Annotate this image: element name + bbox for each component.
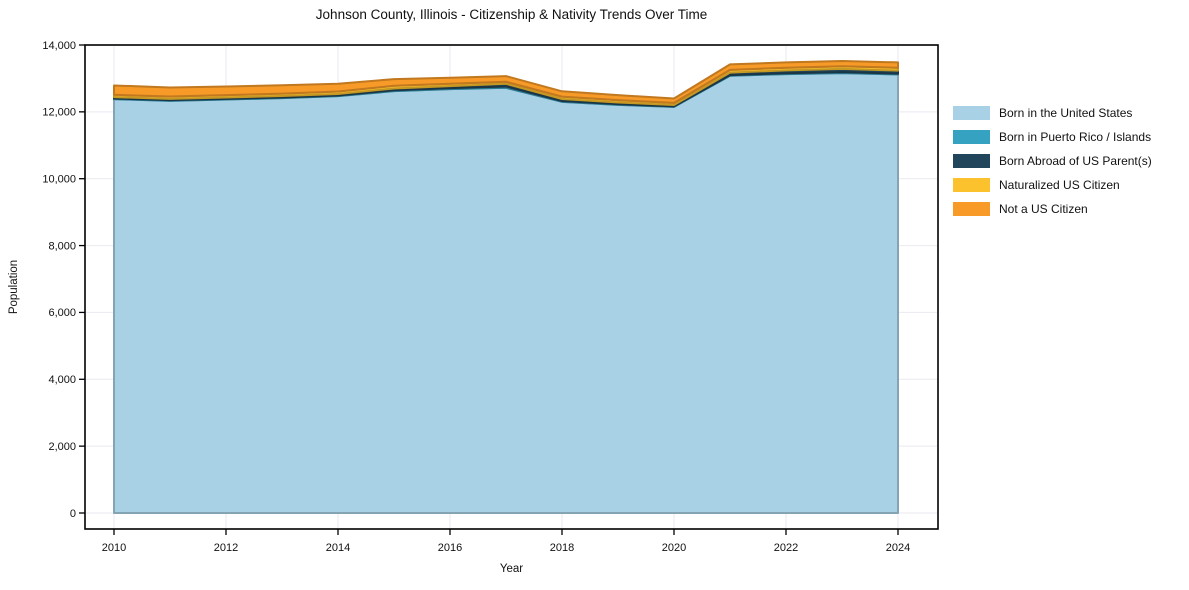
x-tick-label: 2014	[326, 542, 350, 554]
x-axis-label: Year	[499, 563, 524, 575]
y-tick-label: 8,000	[48, 240, 76, 252]
x-tick-label: 2020	[662, 542, 686, 554]
y-tick-label: 14,000	[42, 40, 76, 52]
legend-swatch	[953, 154, 990, 168]
x-tick-label: 2018	[550, 542, 574, 554]
plot-border	[84, 44, 939, 530]
y-tick-label: 4,000	[48, 374, 76, 386]
legend-swatch	[953, 202, 990, 216]
y-tick-label: 12,000	[42, 107, 76, 119]
legend-item-0: Born in the United States	[953, 106, 1152, 120]
legend-item-2: Born Abroad of US Parent(s)	[953, 154, 1152, 168]
legend-swatch	[953, 178, 990, 192]
area-series-0	[113, 72, 899, 514]
legend-swatch	[953, 106, 990, 120]
x-tick-label: 2012	[214, 542, 238, 554]
y-tick-label: 0	[70, 508, 76, 520]
legend-item-4: Not a US Citizen	[953, 202, 1152, 216]
chart-legend: Born in the United States Born in Puerto …	[953, 106, 1152, 216]
x-tick-label: 2010	[102, 542, 126, 554]
legend-item-3: Naturalized US Citizen	[953, 178, 1152, 192]
x-tick-label: 2016	[438, 542, 462, 554]
x-tick-label: 2022	[774, 542, 798, 554]
y-axis-label: Population	[8, 259, 20, 315]
legend-label: Born in Puerto Rico / Islands	[999, 130, 1152, 144]
legend-label: Born in the United States	[999, 106, 1133, 120]
y-tick-label: 6,000	[48, 307, 76, 319]
y-tick-label: 10,000	[42, 174, 76, 186]
chart-title: Johnson County, Illinois - Citizenship &…	[315, 7, 708, 22]
legend-label: Born Abroad of US Parent(s)	[999, 154, 1152, 168]
legend-label: Not a US Citizen	[999, 202, 1088, 216]
x-tick-label: 2024	[886, 542, 910, 554]
y-tick-label: 2,000	[48, 441, 76, 453]
area-series-4	[113, 60, 899, 104]
legend-label: Naturalized US Citizen	[999, 178, 1120, 192]
legend-item-1: Born in Puerto Rico / Islands	[953, 130, 1152, 144]
legend-swatch	[953, 130, 990, 144]
